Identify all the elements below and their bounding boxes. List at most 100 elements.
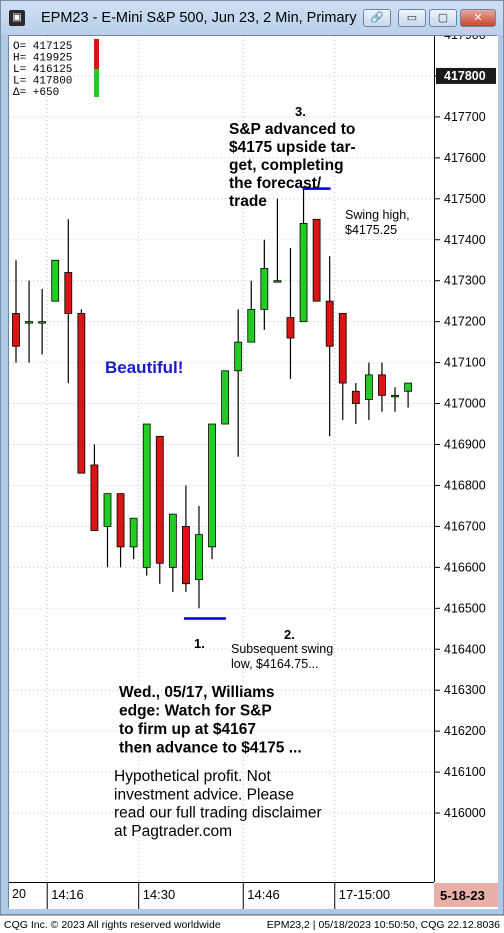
note-2-line: Subsequent swing — [231, 642, 333, 656]
price-tick-label: 416700 — [444, 519, 486, 533]
candle-body — [391, 394, 399, 398]
candle-body — [364, 374, 373, 400]
window-title: EPM23 - E-Mini S&P 500, Jun 23, 2 Min, P… — [41, 10, 361, 26]
note-3-line: get, completing — [229, 157, 344, 174]
price-tick-label: 417100 — [444, 356, 486, 370]
ohlc-line: H= 419925 — [13, 53, 72, 65]
swing-high-price-label: $4175.25 — [345, 223, 397, 237]
price-tick-label: 416200 — [444, 724, 486, 738]
candle-body — [182, 525, 190, 585]
price-axis-panel — [434, 36, 498, 882]
time-tick-label: 17-15:00 — [339, 887, 390, 902]
disclaimer-line: at Pagtrader.com — [114, 823, 232, 840]
ohlc-range-up — [94, 69, 99, 97]
candle-body — [286, 317, 295, 339]
candle-body — [129, 517, 138, 548]
note-1-line: Wed., 05/17, Williams — [119, 684, 275, 701]
note-1-line: to firm up at $4167 — [119, 721, 256, 738]
price-tick-label: 416800 — [444, 478, 486, 492]
copyright-text: CQG Inc. © 2023 All rights reserved worl… — [4, 919, 221, 931]
candle-body — [12, 313, 20, 347]
candle-body — [404, 382, 413, 392]
candle-body — [64, 272, 73, 314]
price-tick-label: 416100 — [444, 765, 486, 779]
disclaimer-line: investment advice. Please — [114, 786, 294, 803]
last-price-label: 417800 — [444, 69, 486, 83]
candle-body — [116, 493, 125, 548]
price-tick-label: 417700 — [444, 110, 486, 124]
candle-body — [195, 534, 203, 581]
status-bar: CQG Inc. © 2023 All rights reserved worl… — [0, 915, 504, 933]
price-tick-label: 417600 — [444, 151, 486, 165]
candle-body — [103, 493, 112, 527]
candle-body — [155, 435, 164, 564]
time-tick-label: 14:46 — [247, 887, 280, 902]
candle-body — [142, 423, 151, 568]
candle-body — [234, 341, 243, 372]
candle-body — [208, 423, 216, 548]
note-2-line: low, $4164.75... — [231, 657, 319, 671]
price-tick-label: 417900 — [444, 36, 486, 42]
ohlc-range-down — [94, 39, 99, 69]
note-1-line: edge: Watch for S&P — [119, 703, 272, 720]
candle-body — [38, 321, 47, 324]
price-tick-label: 416500 — [444, 601, 486, 615]
price-tick-label: 416400 — [444, 642, 486, 656]
time-axis-panel — [9, 882, 498, 909]
candle-body — [247, 308, 256, 343]
ohlc-line: L= 417800 — [13, 76, 72, 88]
ohlc-line: O= 417125 — [13, 41, 72, 53]
disclaimer-line: Hypothetical profit. Not — [114, 768, 271, 785]
note-2-number: 2. — [284, 627, 295, 642]
date-label: 5-18-23 — [440, 888, 485, 903]
ohlc-line: L= 416125 — [13, 64, 72, 76]
close-button[interactable]: ✕ — [460, 9, 496, 27]
title-bar[interactable]: ▣ EPM23 - E-Mini S&P 500, Jun 23, 2 Min,… — [1, 1, 503, 35]
note-3-line: S&P advanced to — [229, 121, 355, 138]
time-tick-label: 14:30 — [143, 887, 176, 902]
link-button[interactable]: 🔗 — [363, 9, 391, 27]
price-tick-label: 417400 — [444, 233, 486, 247]
ohlc-line: Δ= +650 — [13, 87, 59, 99]
minimize-button[interactable]: ▭ — [398, 9, 426, 27]
price-tick-label: 416600 — [444, 560, 486, 574]
price-tick-label: 416900 — [444, 438, 486, 452]
candle-body — [325, 300, 334, 347]
time-tick-label: 14:16 — [51, 887, 84, 902]
restore-button[interactable]: ▢ — [429, 9, 457, 27]
candle-body — [312, 218, 321, 302]
price-tick-label: 416000 — [444, 806, 486, 820]
candle-body — [260, 268, 269, 310]
candle-body — [77, 313, 86, 474]
last-price-box — [436, 67, 496, 84]
candle-body — [25, 321, 33, 324]
candle-body — [299, 222, 308, 323]
time-axis-corner: 20 — [12, 887, 26, 901]
note-3-line: trade — [229, 193, 267, 210]
price-tick-label: 417000 — [444, 397, 486, 411]
candles-group — [12, 186, 413, 609]
price-tick-label: 416300 — [444, 683, 486, 697]
candle-body — [273, 280, 282, 283]
candle-body — [338, 313, 347, 384]
status-info: EPM23,2 | 05/18/2023 10:50:50, CQG 22.12… — [266, 919, 500, 931]
candle-body — [90, 464, 99, 531]
beautiful-annotation: Beautiful! — [105, 358, 183, 377]
note-3-number: 3. — [295, 104, 306, 119]
candle-body — [221, 370, 230, 425]
note-3-line: $4175 upside tar- — [229, 139, 356, 156]
chart-area[interactable]: 417900 417800 417700 417600 417500 417400 4173… — [8, 35, 498, 909]
swing-high-label: Swing high, — [345, 208, 410, 222]
note-3-line: the forecast/ — [229, 175, 322, 192]
price-tick-label: 417500 — [444, 192, 486, 206]
price-tick-label: 417300 — [444, 274, 486, 288]
candlestick-chart[interactable]: 417900 417800 417700 417600 417500 417400 4173… — [9, 36, 498, 909]
candle-body — [168, 513, 177, 568]
disclaimer-line: read our full trading disclaimer — [114, 805, 322, 822]
note-1-number: 1. — [194, 636, 205, 651]
note-1-line: then advance to $4175 ... — [119, 740, 302, 757]
date-label-box — [434, 883, 498, 907]
candle-body — [351, 390, 360, 404]
candle-body — [51, 259, 60, 302]
